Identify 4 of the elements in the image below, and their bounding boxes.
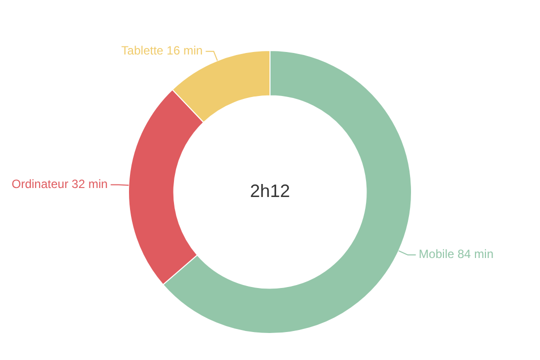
slice-label: Mobile 84 min <box>418 247 494 262</box>
slice-label: Tablette 16 min <box>121 44 203 58</box>
slice-label: Ordinateur 32 min <box>12 177 108 192</box>
text: 2h12 <box>250 180 290 201</box>
